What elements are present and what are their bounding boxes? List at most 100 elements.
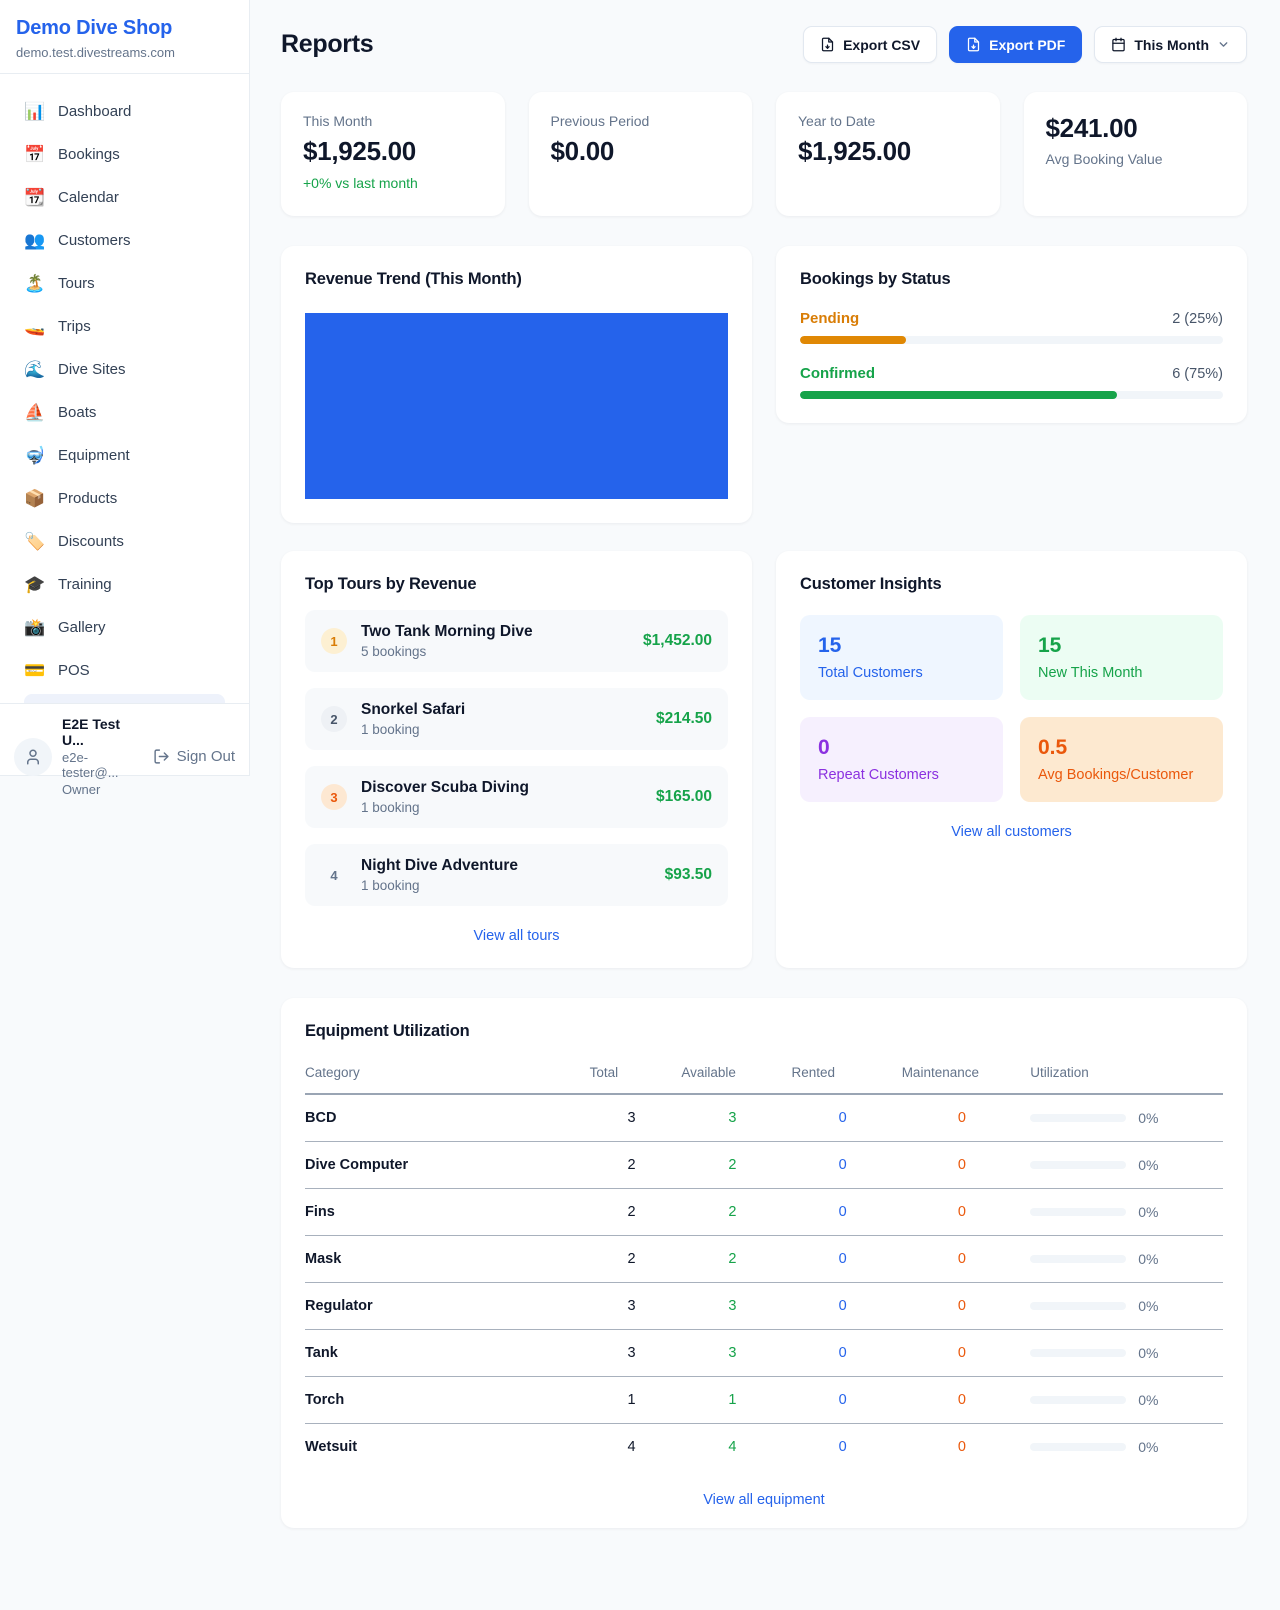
sidebar-item-pos[interactable]: 💳 POS: [12, 649, 237, 692]
stat-label: Previous Period: [550, 113, 650, 129]
tour-bookings: 1 booking: [361, 800, 420, 815]
brand-domain: demo.test.divestreams.com: [16, 45, 175, 60]
sidebar-item-tours[interactable]: 🏝️ Tours: [12, 262, 237, 305]
utilization-bar: [1030, 1349, 1127, 1357]
sidebar-item-dive-sites[interactable]: 🌊 Dive Sites: [12, 348, 237, 391]
sidebar-item-gallery[interactable]: 📸 Gallery: [12, 606, 237, 649]
discounts-icon: 🏷️: [24, 531, 46, 551]
status-label: Confirmed: [800, 365, 875, 382]
tour-row: 1 Two Tank Morning Dive 5 bookings $1,45…: [305, 610, 728, 672]
tour-row: 3 Discover Scuba Diving 1 booking $165.0…: [305, 766, 728, 828]
bookings-by-status-title: Bookings by Status: [800, 270, 951, 288]
sidebar-item-label: Calendar: [58, 189, 119, 206]
table-row: Regulator 3 3 0 0 0%: [305, 1282, 1223, 1330]
tours-icon: 🏝️: [24, 273, 46, 293]
equip-maintenance: 0: [901, 1188, 1031, 1236]
column-header: Maintenance: [901, 1055, 1031, 1095]
table-row: BCD 3 3 0 0 0%: [305, 1094, 1223, 1142]
equip-total: 2: [589, 1235, 682, 1283]
main-content: Reports Export CSV Export PDF This Month…: [250, 0, 1280, 1558]
tour-bookings: 1 booking: [361, 878, 420, 893]
export-csv-button[interactable]: Export CSV: [803, 26, 938, 63]
stat-value: $0.00: [550, 136, 615, 166]
utilization-percent: 0%: [1138, 1110, 1159, 1126]
training-icon: 🎓: [24, 574, 46, 594]
status-row-confirmed: Confirmed 6 (75%): [800, 365, 1223, 399]
equipment-table: Category Total Available Rented Maintena…: [305, 1055, 1223, 1470]
equip-maintenance: 0: [901, 1141, 1031, 1189]
stat-value: $241.00: [1045, 113, 1138, 143]
tour-amount: $1,452.00: [643, 632, 712, 649]
avatar: [14, 737, 52, 776]
insight-tile-repeat-customers: 0 Repeat Customers: [800, 717, 1003, 802]
tour-name: Snorkel Safari: [361, 701, 466, 718]
equip-available: 2: [681, 1235, 792, 1283]
sidebar-item-equipment[interactable]: 🤿 Equipment: [12, 434, 237, 477]
status-value: 2 (25%): [1172, 311, 1223, 327]
equipment-utilization-card: Equipment Utilization Category Total Ava…: [281, 998, 1247, 1528]
equip-total: 2: [589, 1141, 682, 1189]
view-all-equipment-link[interactable]: View all equipment: [703, 1492, 825, 1508]
table-row: Mask 2 2 0 0 0%: [305, 1235, 1223, 1283]
equip-rented: 0: [791, 1188, 902, 1236]
user-email: e2e-tester@...: [62, 750, 119, 780]
column-header: Total: [589, 1055, 682, 1095]
sidebar-item-products[interactable]: 📦 Products: [12, 477, 237, 520]
calendar-icon: 📆: [24, 187, 46, 207]
rank-badge: 2: [321, 706, 347, 732]
dashboard-icon: 📊: [24, 101, 46, 121]
equip-available: 3: [681, 1282, 792, 1330]
equipment-title: Equipment Utilization: [305, 1022, 470, 1040]
utilization-bar: [1030, 1161, 1127, 1169]
equip-available: 3: [681, 1329, 792, 1377]
sidebar-item-bookings[interactable]: 📅 Bookings: [12, 133, 237, 176]
sidebar-item-discounts[interactable]: 🏷️ Discounts: [12, 520, 237, 563]
revenue-trend-title: Revenue Trend (This Month): [305, 270, 522, 288]
tour-amount: $214.50: [655, 710, 712, 727]
sidebar-item-reports-partial[interactable]: [24, 694, 225, 703]
insight-value: 0.5: [1038, 736, 1068, 759]
sidebar-item-calendar[interactable]: 📆 Calendar: [12, 176, 237, 219]
customer-insights-card: Customer Insights 15 Total Customers 15 …: [776, 551, 1247, 968]
sidebar-item-label: Dashboard: [58, 103, 132, 120]
table-row: Tank 3 3 0 0 0%: [305, 1329, 1223, 1377]
utilization-bar: [1030, 1255, 1127, 1263]
equip-total: 3: [589, 1094, 682, 1142]
equip-maintenance: 0: [901, 1094, 1031, 1142]
equip-maintenance: 0: [901, 1329, 1031, 1377]
tour-name: Discover Scuba Diving: [361, 779, 529, 796]
sidebar-item-training[interactable]: 🎓 Training: [12, 563, 237, 606]
sidebar-item-boats[interactable]: ⛵ Boats: [12, 391, 237, 434]
stats-row: This Month $1,925.00 +0% vs last month P…: [281, 92, 1247, 216]
equip-rented: 0: [791, 1329, 902, 1377]
export-csv-label: Export CSV: [843, 36, 921, 53]
equip-total: 3: [589, 1329, 682, 1377]
equip-available: 1: [681, 1376, 792, 1424]
export-pdf-button[interactable]: Export PDF: [949, 26, 1083, 63]
sidebar-item-label: Equipment: [58, 447, 130, 464]
page-header: Reports Export CSV Export PDF This Month: [281, 26, 1247, 63]
revenue-trend-card: Revenue Trend (This Month): [281, 246, 752, 523]
insight-label: New This Month: [1038, 665, 1143, 681]
export-pdf-label: Export PDF: [989, 36, 1066, 53]
sidebar-item-dashboard[interactable]: 📊 Dashboard: [12, 90, 237, 133]
tour-bookings: 5 bookings: [361, 644, 427, 659]
view-all-tours-link[interactable]: View all tours: [473, 928, 560, 944]
gallery-icon: 📸: [24, 617, 46, 637]
status-label: Pending: [800, 310, 860, 327]
equip-category: Torch: [305, 1376, 590, 1424]
utilization-bar: [1030, 1443, 1127, 1451]
period-dropdown[interactable]: This Month: [1094, 26, 1247, 63]
customers-icon: 👥: [24, 230, 46, 250]
brand-name[interactable]: Demo Dive Shop: [16, 17, 173, 39]
equip-available: 2: [681, 1188, 792, 1236]
sidebar-item-trips[interactable]: 🚤 Trips: [12, 305, 237, 348]
utilization-percent: 0%: [1138, 1157, 1159, 1173]
status-bar-track: [800, 336, 1223, 344]
sidebar-item-customers[interactable]: 👥 Customers: [12, 219, 237, 262]
view-all-customers-link[interactable]: View all customers: [951, 824, 1072, 840]
insight-value: 15: [818, 634, 842, 657]
sign-out-button[interactable]: Sign Out: [153, 748, 235, 765]
stat-card-this-month: This Month $1,925.00 +0% vs last month: [281, 92, 505, 216]
top-tours-title: Top Tours by Revenue: [305, 575, 477, 593]
